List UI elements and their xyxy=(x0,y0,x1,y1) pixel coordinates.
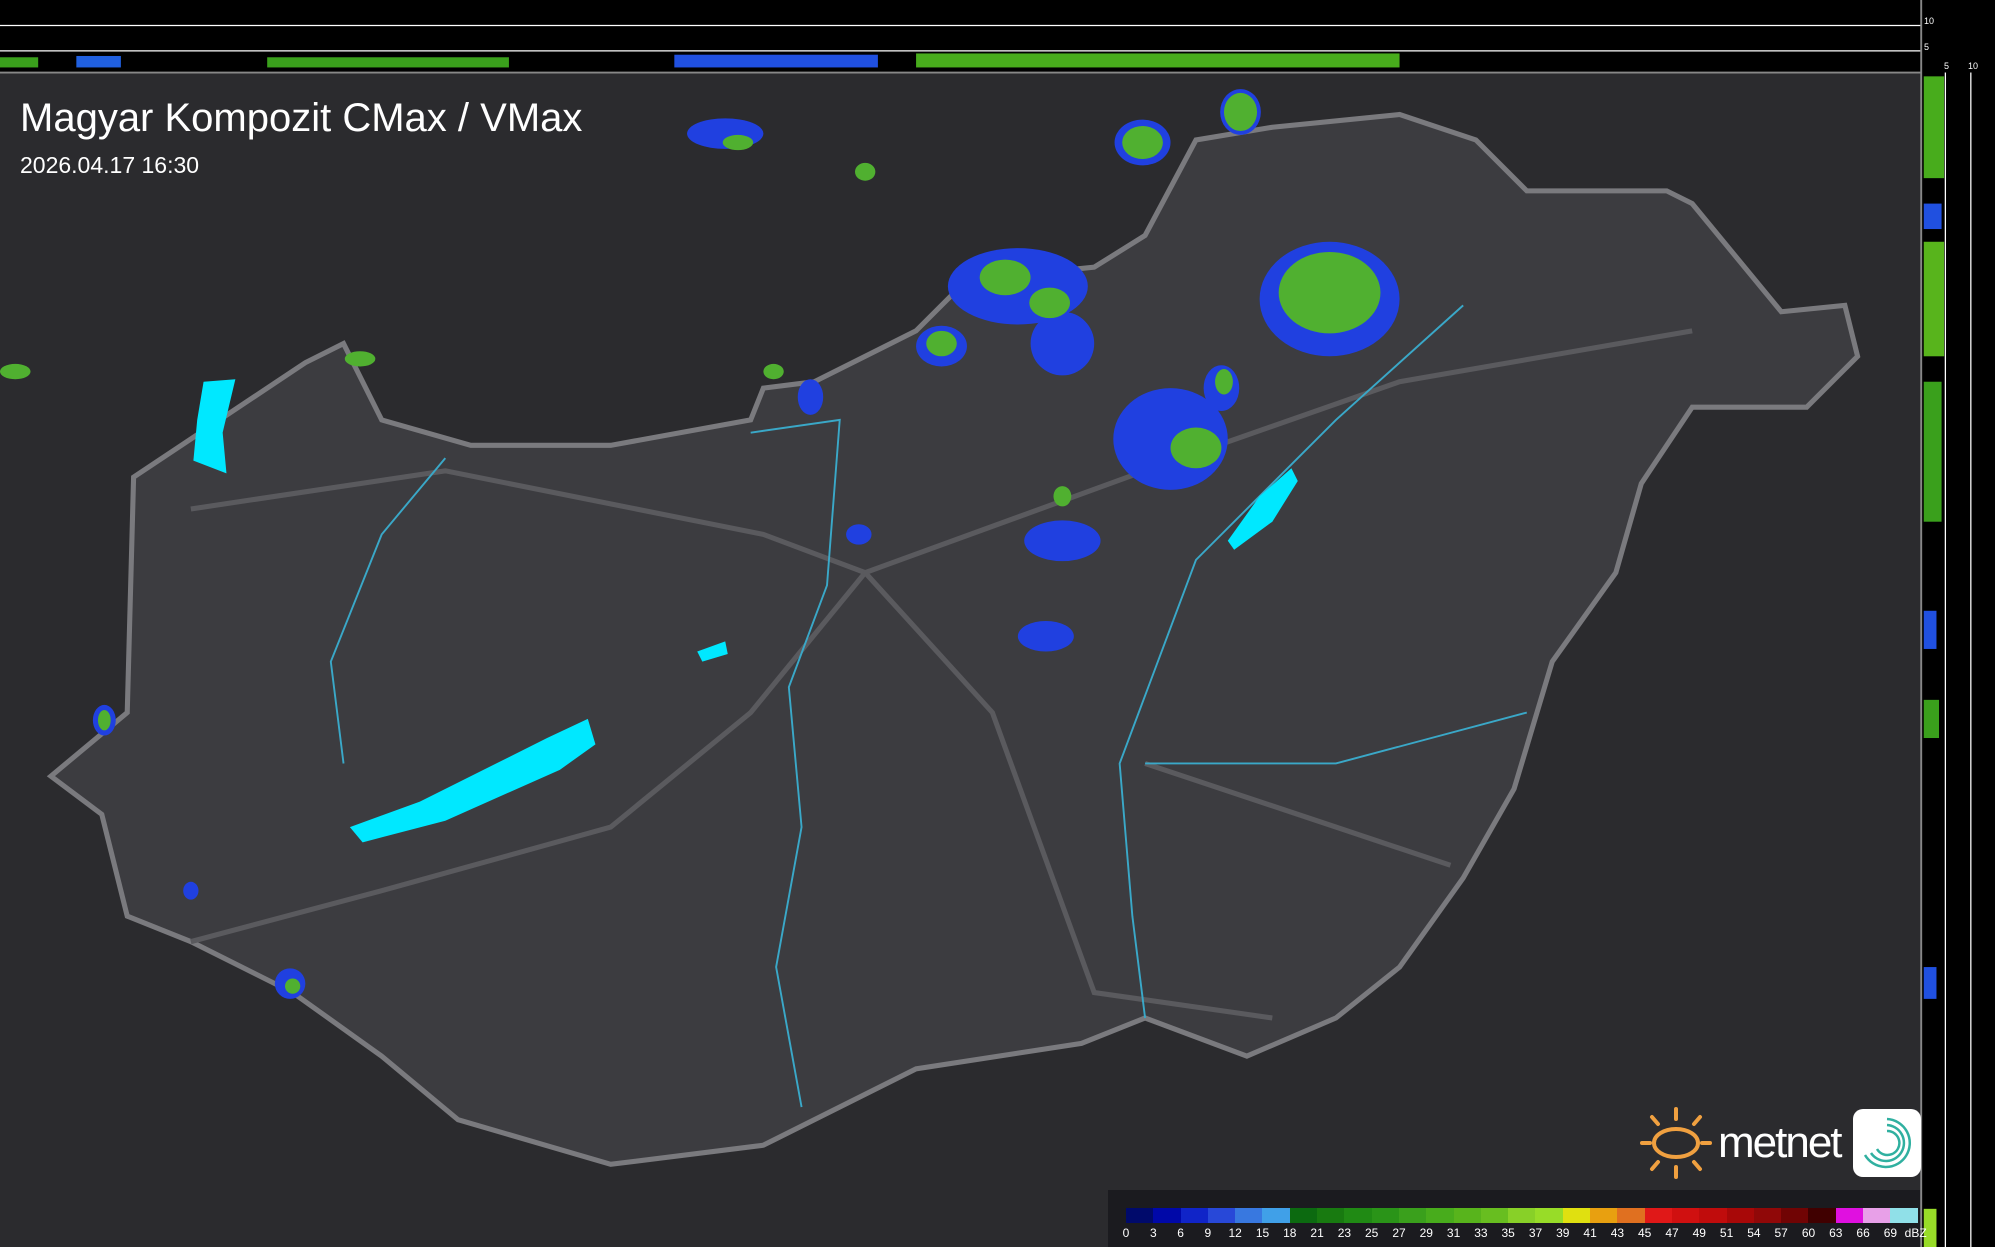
legend-label: 57 xyxy=(1774,1226,1788,1240)
legend-swatch xyxy=(1671,1208,1700,1223)
side-profile-echoes xyxy=(1923,76,1945,1247)
legend-swatch xyxy=(1535,1208,1563,1223)
legend-swatch xyxy=(1344,1208,1372,1223)
lake-ferto xyxy=(193,379,236,474)
vertical-tick-10: 10 xyxy=(1924,16,1935,26)
roads xyxy=(190,328,1693,1021)
legend-swatch xyxy=(1317,1208,1345,1223)
legend-label: 35 xyxy=(1501,1226,1515,1240)
legend-label: 43 xyxy=(1610,1226,1625,1240)
lake-tisza xyxy=(1227,468,1298,550)
legend-label: 0 xyxy=(1122,1226,1130,1240)
horizontal-tick-10: 10 xyxy=(1968,61,1979,71)
legend-label: 39 xyxy=(1556,1226,1570,1240)
map-timestamp: 2026.04.17 16:30 xyxy=(20,152,200,178)
legend-swatch xyxy=(1726,1208,1754,1223)
legend-unit: dBZ xyxy=(1904,1226,1927,1240)
legend-label: 49 xyxy=(1692,1226,1706,1240)
map-title: Magyar Kompozit CMax / VMax xyxy=(20,96,583,140)
legend-label: 60 xyxy=(1801,1226,1816,1240)
legend-swatch xyxy=(1207,1208,1236,1223)
lake-velence xyxy=(697,641,728,662)
hungary-outline xyxy=(46,111,1861,1167)
legend-swatch xyxy=(1508,1208,1536,1223)
legend-label: 9 xyxy=(1204,1226,1212,1240)
legend-swatch xyxy=(1180,1208,1208,1223)
legend-swatch xyxy=(1371,1208,1399,1223)
legend-label: 51 xyxy=(1719,1226,1734,1240)
legend-swatch xyxy=(1480,1208,1509,1223)
legend-swatch xyxy=(1562,1208,1591,1223)
swirl-icon xyxy=(1852,1109,1921,1177)
legend-swatch xyxy=(1426,1208,1454,1223)
lake-balaton xyxy=(349,718,596,843)
dbz-color-legend: 0 3 6 9 12 15 18 21 23 25 27 29 31 33 35 37 39 41 43 45 47 49… xyxy=(1108,1190,1927,1247)
legend-swatch xyxy=(1453,1208,1481,1223)
legend-swatch xyxy=(1617,1208,1645,1223)
legend-swatch xyxy=(1289,1208,1318,1223)
vertical-tick-5: 5 xyxy=(1924,42,1930,52)
legend-label: 33 xyxy=(1474,1226,1488,1240)
legend-label: 23 xyxy=(1337,1226,1352,1240)
legend-swatch xyxy=(1890,1208,1918,1223)
legend-swatch xyxy=(1398,1208,1427,1223)
legend-label: 47 xyxy=(1665,1226,1679,1240)
legend-label: 25 xyxy=(1365,1226,1379,1240)
legend-swatch xyxy=(1699,1208,1727,1223)
metnet-logo: metnet xyxy=(1638,1105,1921,1181)
radar-echoes xyxy=(0,89,1400,999)
lakes xyxy=(193,379,1298,843)
legend-label: 66 xyxy=(1856,1226,1870,1240)
logo-text: metnet xyxy=(1718,1118,1843,1167)
legend-swatch xyxy=(1644,1208,1672,1223)
legend-swatch xyxy=(1153,1208,1181,1223)
rivers xyxy=(329,304,1528,1108)
legend-label: 37 xyxy=(1528,1226,1543,1240)
legend-swatch xyxy=(1262,1208,1290,1223)
legend-label: 21 xyxy=(1310,1226,1324,1240)
legend-swatch xyxy=(1808,1208,1836,1223)
legend-label: 31 xyxy=(1446,1226,1461,1240)
legend-label: 15 xyxy=(1255,1226,1270,1240)
top-profile-echoes xyxy=(0,53,1400,68)
legend-label: 27 xyxy=(1392,1226,1406,1240)
legend-label: 3 xyxy=(1149,1226,1157,1240)
legend-label: 63 xyxy=(1829,1226,1843,1240)
legend-swatch xyxy=(1863,1208,1891,1223)
legend-label: 18 xyxy=(1283,1226,1297,1240)
legend-swatch xyxy=(1590,1208,1618,1223)
legend-label: 29 xyxy=(1419,1226,1433,1240)
legend-label: 45 xyxy=(1638,1226,1652,1240)
legend-label: 69 xyxy=(1883,1226,1898,1240)
legend-label: 6 xyxy=(1177,1226,1184,1240)
horizontal-tick-5: 5 xyxy=(1944,61,1950,71)
legend-label: 12 xyxy=(1228,1226,1242,1240)
legend-swatch xyxy=(1753,1208,1782,1223)
legend-label: 54 xyxy=(1747,1226,1761,1240)
legend-swatch xyxy=(1835,1208,1864,1223)
legend-label: 41 xyxy=(1583,1226,1597,1240)
legend-swatch xyxy=(1235,1208,1263,1223)
legend-swatch xyxy=(1126,1208,1154,1223)
sun-icon xyxy=(1640,1107,1712,1179)
legend-swatch xyxy=(1781,1208,1809,1223)
